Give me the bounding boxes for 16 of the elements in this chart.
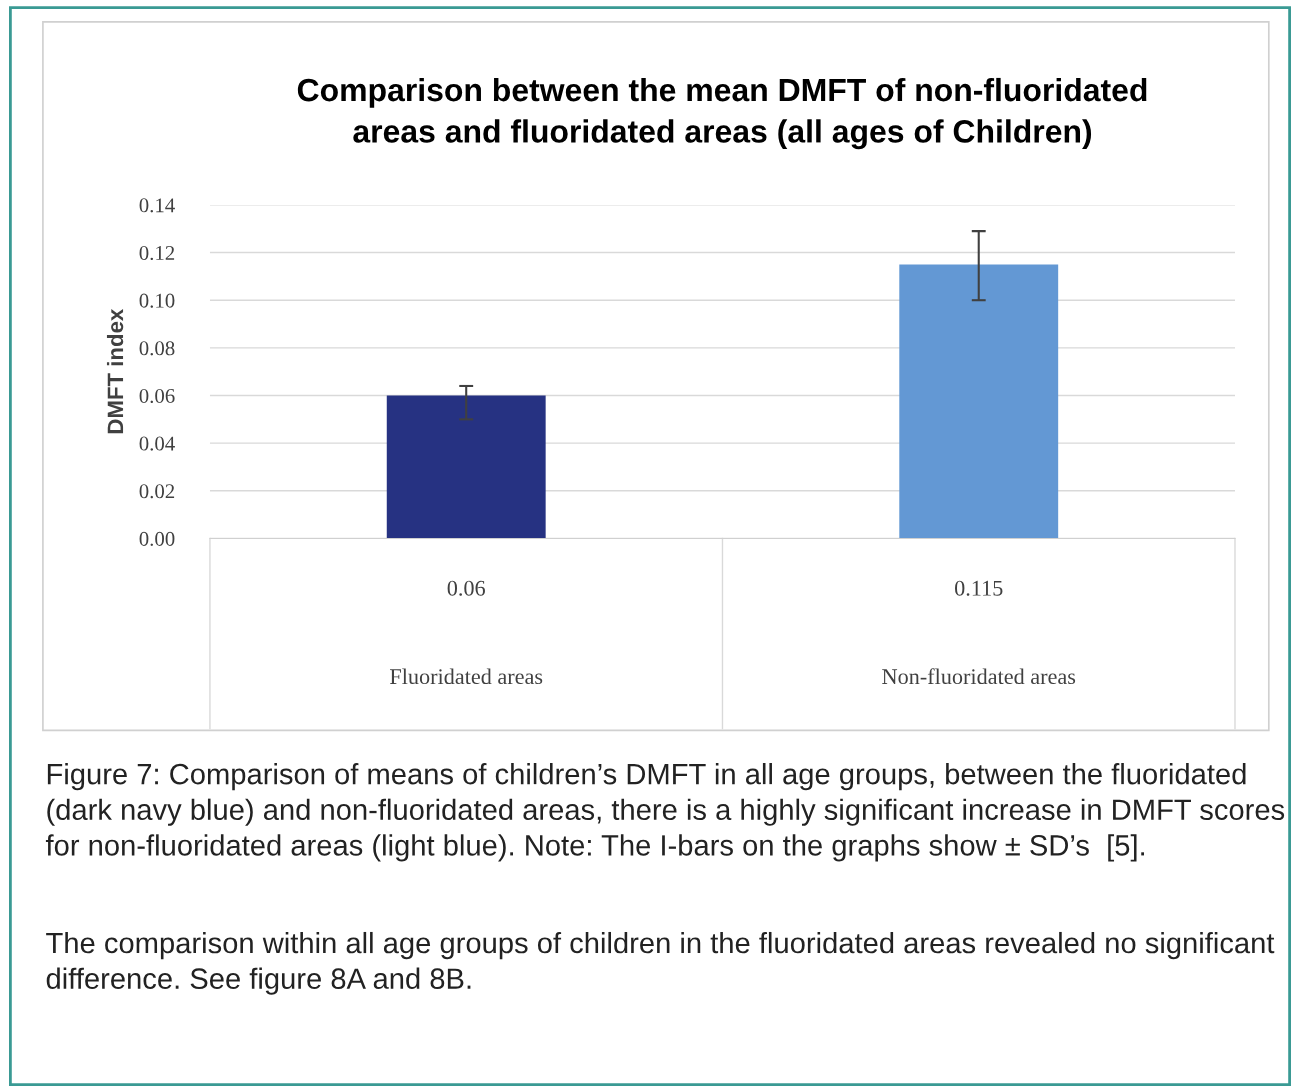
y-tick-label: 0.06: [139, 388, 175, 404]
x-tick-label: Non-fluoridated areas: [882, 668, 1076, 685]
chart-title: Comparison between the mean DMFT of non-fluoridated areas and fluoridated areas (all ages of Children): [297, 77, 1147, 150]
y-tick-label: 0.14: [139, 198, 175, 213]
y-tick-label: 0.02: [139, 484, 175, 499]
data-label: 0.06: [447, 580, 485, 596]
y-tick-label: 0.00: [139, 531, 175, 546]
y-axis-title: DMFT index: [106, 308, 124, 434]
y-tick-label: 0.08: [139, 341, 175, 356]
text: The comparison within all age groups of children in the fluoridated areas revealed no significant difference. See figure 8A and 8B.: [46, 931, 1275, 995]
caption: Figure 7: Comparison of means of children’s DMFT in all age groups, between the fluoridated (dark navy blue) and non-fluoridated areas, there is a highly significant increase in DMFT scores for non-fluoridated areas (light blue). Note: The I-bars on the graphs show ± SD’s [5].: [45, 763, 1285, 862]
x-tick-label: Fluoridated areas: [390, 668, 543, 685]
data-label: 0.115: [955, 580, 1003, 596]
y-tick-label: 0.10: [139, 293, 175, 308]
y-tick-label: 0.04: [139, 436, 175, 451]
y-tick-label: 0.12: [139, 245, 175, 261]
